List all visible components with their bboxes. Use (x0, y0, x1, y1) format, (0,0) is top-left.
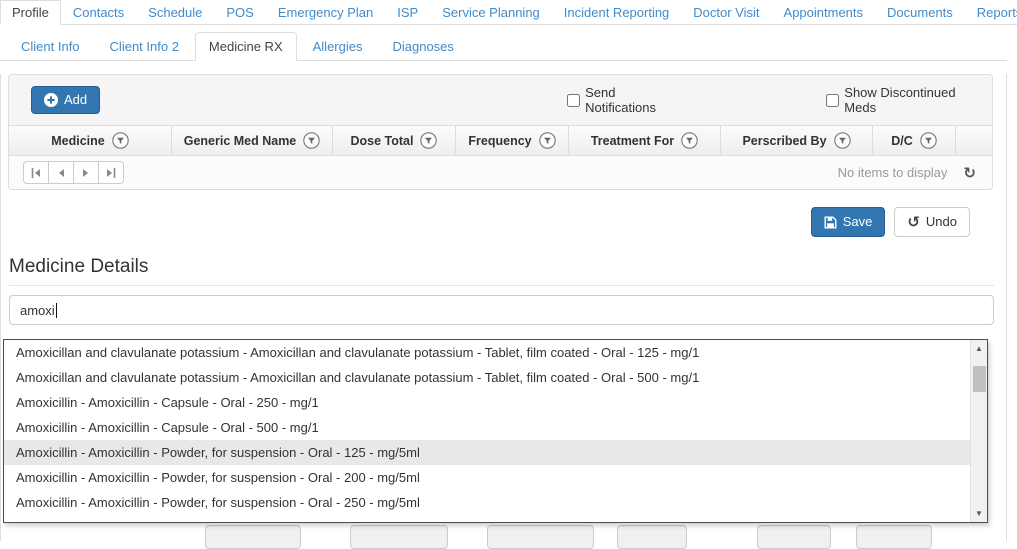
add-button[interactable]: Add (31, 86, 101, 114)
pager-buttons (23, 161, 124, 184)
add-button-label: Add (64, 92, 88, 107)
send-notifications-checkbox[interactable] (567, 93, 581, 107)
grid-column-label: D/C (891, 133, 913, 148)
autocomplete-option[interactable]: Amoxicillin - Amoxicillin - Powder, for … (16, 495, 420, 510)
column-filter-icon[interactable] (112, 132, 129, 149)
main-nav-item[interactable]: Documents (887, 5, 953, 20)
section-divider (9, 285, 994, 286)
pager-last-button[interactable] (98, 161, 124, 184)
save-button[interactable]: Save (810, 207, 886, 237)
grid-column-label: Perscribed By (742, 133, 827, 148)
send-notifications-option: Send Notifications (567, 85, 674, 115)
sub-tab[interactable]: Medicine RX (194, 32, 297, 61)
main-nav-item[interactable]: Doctor Visit (693, 5, 760, 20)
grid-column-header[interactable]: Medicine (9, 126, 172, 155)
grid-column-label: Frequency (468, 133, 532, 148)
medications-grid: Add Send Notifications Show Discontinued… (8, 74, 993, 190)
main-nav-item[interactable]: Reports (976, 5, 1017, 20)
show-discontinued-option: Show Discontinued Meds (826, 85, 970, 115)
scrollbar-thumb[interactable] (973, 366, 986, 392)
column-filter-icon[interactable] (920, 132, 937, 149)
medicine-search-value: amoxi (20, 302, 55, 318)
grid-column-label: Dose Total (350, 133, 414, 148)
client-sub-tabs: Client Info Client Info 2 Medicine RX Al… (0, 32, 1007, 61)
undo-button[interactable]: ↺ Undo (894, 207, 970, 237)
column-filter-icon[interactable] (420, 132, 438, 149)
grid-column-header[interactable]: Treatment For (569, 126, 721, 155)
refresh-icon[interactable]: ↻ (963, 163, 976, 182)
main-nav-item[interactable]: Service Planning (442, 5, 540, 20)
grid-column-header[interactable]: Generic Med Name (172, 126, 333, 155)
main-nav: Profile Contacts Schedule POS Emergency … (0, 0, 1017, 25)
autocomplete-option[interactable]: Amoxicillin - Amoxicillin - Powder, for … (16, 470, 420, 485)
pager-previous-button[interactable] (48, 161, 74, 184)
grid-header-row: Medicine Generic Med Name (9, 125, 992, 156)
sub-tab[interactable]: Client Info (21, 39, 80, 54)
grid-toolbar: Add Send Notifications Show Discontinued… (9, 75, 992, 125)
scroll-up-icon[interactable]: ▲ (975, 344, 983, 353)
plus-circle-icon (44, 93, 58, 107)
floppy-disk-icon (824, 216, 837, 228)
medicine-rx-tab-panel: Add Send Notifications Show Discontinued… (0, 74, 1007, 549)
column-filter-icon[interactable] (833, 132, 851, 149)
autocomplete-option[interactable]: Amoxicillin - Amoxicillin - Powder, for … (4, 440, 970, 465)
undo-button-label: Undo (925, 214, 957, 229)
form-actions: Save ↺ Undo (1, 207, 970, 237)
grid-column-label: Medicine (51, 133, 105, 148)
save-button-label: Save (842, 214, 873, 229)
medicine-search-input[interactable]: amoxi (9, 295, 994, 325)
autocomplete-option[interactable]: Amoxicillin - Amoxicillin - Capsule - Or… (16, 395, 319, 410)
autocomplete-option[interactable]: Amoxicillin - Amoxicillin - Powder, for … (4, 515, 970, 522)
show-discontinued-label: Show Discontinued Meds (844, 85, 956, 115)
sub-tab[interactable]: Diagnoses (392, 39, 454, 54)
main-nav-item[interactable]: Appointments (783, 5, 864, 20)
empty-grid-message: No items to display (837, 165, 948, 180)
column-filter-icon[interactable] (303, 132, 321, 149)
main-nav-item[interactable]: Emergency Plan (277, 5, 374, 20)
undo-icon: ↺ (907, 212, 920, 231)
autocomplete-option[interactable]: Amoxicillan and clavulanate potassium - … (16, 345, 700, 360)
grid-column-header[interactable]: D/C (873, 126, 956, 155)
autocomplete-option[interactable]: Amoxicillan and clavulanate potassium - … (16, 370, 700, 385)
sub-tab[interactable]: Client Info 2 (109, 39, 179, 54)
scrollbar-track[interactable] (971, 357, 987, 505)
medicine-autocomplete-dropdown: Amoxicillan and clavulanate potassium - … (3, 339, 988, 523)
pager-next-button[interactable] (73, 161, 99, 184)
text-cursor (55, 302, 57, 318)
column-filter-icon[interactable] (681, 132, 698, 149)
column-filter-icon[interactable] (538, 132, 556, 149)
grid-column-label: Treatment For (590, 133, 675, 148)
show-discontinued-checkbox[interactable] (826, 93, 840, 107)
scroll-down-icon[interactable]: ▼ (975, 509, 983, 518)
autocomplete-list: Amoxicillan and clavulanate potassium - … (4, 340, 970, 522)
main-nav-item[interactable]: Contacts (72, 5, 125, 20)
grid-column-header[interactable]: Perscribed By (721, 126, 873, 155)
main-nav-item[interactable]: Schedule (148, 5, 203, 20)
pager-first-button[interactable] (23, 161, 49, 184)
main-nav-item[interactable]: Incident Reporting (563, 5, 670, 20)
grid-column-label: Generic Med Name (183, 133, 297, 148)
grid-column-header[interactable]: Dose Total (333, 126, 456, 155)
autocomplete-option[interactable]: Amoxicillin - Amoxicillin - Capsule - Or… (16, 420, 319, 435)
dropdown-scrollbar[interactable]: ▲ ▼ (970, 340, 987, 522)
main-nav-item[interactable]: ISP (397, 5, 419, 20)
main-nav-item[interactable]: Profile (0, 0, 61, 25)
grid-column-header[interactable]: Frequency (456, 126, 569, 155)
main-nav-item[interactable]: POS (226, 5, 254, 20)
sub-tab[interactable]: Allergies (312, 39, 363, 54)
medicine-details-title: Medicine Details (9, 256, 149, 277)
send-notifications-label: Send Notifications (585, 85, 656, 115)
grid-pager: No items to display ↻ (9, 156, 992, 189)
